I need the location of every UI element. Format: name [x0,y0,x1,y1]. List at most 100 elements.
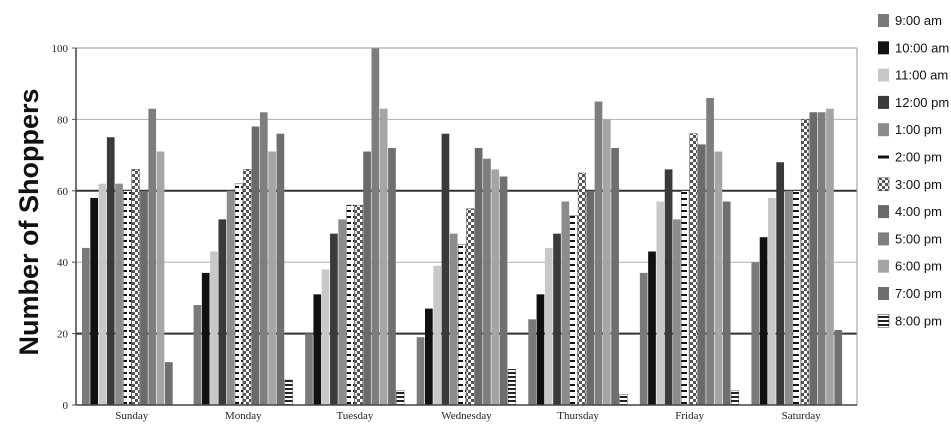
bar [98,183,107,405]
bar [483,158,491,405]
legend-item: 11:00 am [878,68,948,83]
legend-item: 8:00 pm [877,313,942,328]
bar [648,251,656,405]
bar [817,112,826,405]
y-axis-label: Number of Shoppers [14,88,44,355]
bar [553,233,561,405]
legend-label: 8:00 pm [895,313,942,328]
bar [82,247,90,405]
bar [751,262,760,405]
bar [156,151,165,405]
bar [131,169,140,406]
bar [681,190,690,406]
bar [544,247,553,405]
legend-item: 2:00 pm [878,150,942,165]
bar [433,265,442,405]
bar [466,208,475,406]
legend-label: 6:00 pm [895,259,942,274]
legend-swatch [878,259,889,273]
bar [148,108,157,405]
bar [346,204,355,406]
legend-item: 6:00 pm [878,259,942,274]
legend-label: 10:00 am [895,40,949,55]
bar [243,169,252,406]
x-tick-label: Thursday [557,410,599,422]
y-axis-label-group: Number of Shoppers [14,88,44,355]
bar [714,151,723,405]
legend-label: 7:00 pm [895,286,942,301]
bar [123,190,132,406]
bar [528,319,536,405]
bar [363,151,371,405]
bar [594,101,603,406]
bar [305,333,313,405]
bar [689,133,698,406]
bar [639,272,648,405]
bar [449,233,458,405]
bar [826,108,834,405]
legend-swatch [878,123,889,137]
bar [619,394,628,406]
bar [706,97,714,405]
legend-item: 7:00 pm [878,286,942,301]
bar [602,119,611,406]
bar [507,369,516,406]
y-tick-label: 0 [63,400,69,412]
bar [611,147,619,405]
legend-label: 11:00 am [895,68,948,83]
legend-item: 3:00 pm [877,177,942,192]
bar [354,204,363,406]
bar [809,112,818,405]
legend-swatch [878,41,889,55]
legend-item: 1:00 pm [878,122,942,137]
bar [251,126,260,405]
x-tick-label: Friday [675,410,704,422]
bar [259,112,268,405]
bar [458,244,467,406]
bar [330,233,338,405]
bar [656,201,665,405]
bar [416,337,425,405]
legend-item: 4:00 pm [878,204,942,219]
bar [371,48,380,405]
bar [201,272,210,405]
legend-swatch [878,232,889,246]
bar [338,219,347,405]
legend-item: 9:00 am [878,13,942,28]
legend-item: 5:00 pm [878,231,942,246]
bar [140,190,148,405]
x-tick-label: Saturday [782,410,822,422]
y-axis-ticks: 0 20 40 60 80 100 [52,43,76,412]
legend: 9:00 am 10:00 am 11:00 am 12:00 pm 1:00 pm 2:… [877,13,949,328]
legend-swatch [878,205,889,219]
bar [379,108,388,405]
bar [697,144,706,405]
bar [218,219,227,405]
x-tick-label: Wednesday [441,410,492,422]
legend-swatch [877,177,890,192]
category-labels: Sunday Monday Tuesday Wednesday Thursday Frid… [115,410,821,422]
bar [284,379,293,406]
bar [776,162,785,405]
y-tick-label: 60 [57,186,69,198]
legend-swatch [878,68,889,82]
x-tick-label: Monday [225,410,262,422]
bar [234,183,243,406]
legend-swatch [878,14,889,27]
bar [276,133,285,405]
bar [586,190,595,405]
axes [75,47,858,406]
bar [792,190,801,406]
bar [569,215,578,406]
bar [834,330,843,405]
legend-label: 12:00 pm [895,95,949,110]
bar [106,137,115,405]
bar [577,172,586,406]
bar [115,183,123,405]
bar [474,147,483,405]
legend-label: 9:00 am [895,13,942,28]
x-tick-label: Sunday [115,410,149,422]
bar [210,251,218,405]
bar [664,169,673,405]
